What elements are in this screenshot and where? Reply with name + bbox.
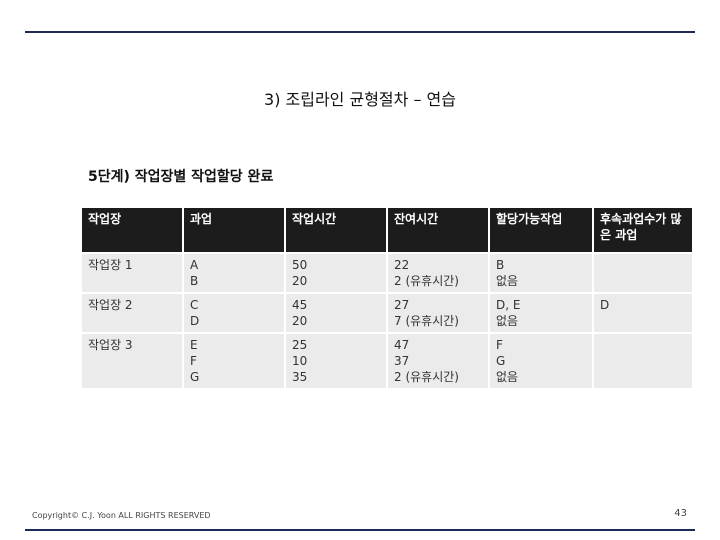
copyright: Copyright© C.J. Yoon ALL RIGHTS RESERVED <box>32 511 211 520</box>
cell-line: B <box>190 274 199 288</box>
table-cell <box>594 334 692 388</box>
bottom-rule <box>25 529 695 531</box>
cell-line: 25 <box>292 338 308 352</box>
header-cell: 작업장 <box>82 208 182 252</box>
cell-line: 27 <box>394 298 410 312</box>
cell-line: 없음 <box>496 314 519 328</box>
cell-line: 2 (유휴시간) <box>394 370 459 384</box>
cell-line: D <box>600 298 610 312</box>
header-cell: 작업시간 <box>286 208 386 252</box>
cell-line: 22 <box>394 258 410 272</box>
cell-line: 20 <box>292 314 308 328</box>
table-cell: D, E 없음 <box>490 294 592 332</box>
table-cell: 50 20 <box>286 254 386 292</box>
cell-line: 20 <box>292 274 308 288</box>
cell-line: 50 <box>292 258 308 272</box>
table-cell: B 없음 <box>490 254 592 292</box>
table-cell: F G 없음 <box>490 334 592 388</box>
header-row: 작업장 과업 작업시간 잔여시간 할당가능작업 후속과업수가 많은 과업 <box>82 208 692 252</box>
top-rule <box>25 31 695 33</box>
table-cell: 작업장 2 <box>82 294 182 332</box>
table-row: 작업장 1 A B 50 20 22 2 (유휴시간) B 없음 <box>82 254 692 292</box>
cell-line: C <box>190 298 199 312</box>
cell-line: 45 <box>292 298 308 312</box>
table-row: 작업장 2 C D 45 20 27 7 (유휴시간) D, E 없음 D <box>82 294 692 332</box>
cell-line: G <box>496 354 506 368</box>
cell-line: B <box>496 258 505 272</box>
cell-line: 작업장 1 <box>88 258 133 272</box>
header-cell: 과업 <box>184 208 284 252</box>
header-cell: 후속과업수가 많은 과업 <box>594 208 692 252</box>
cell-line: F <box>496 338 503 352</box>
table-row: 작업장 3 E F G 25 10 35 47 37 2 (유휴시간) F G 없음 <box>82 334 692 388</box>
section-heading: 5단계) 작업장별 작업할당 완료 <box>88 169 274 185</box>
cell-line: F <box>190 354 197 368</box>
cell-line: 작업장 3 <box>88 338 133 352</box>
cell-line: 7 (유휴시간) <box>394 314 459 328</box>
table-cell: 작업장 3 <box>82 334 182 388</box>
assignment-table: 작업장 과업 작업시간 잔여시간 할당가능작업 후속과업수가 많은 과업 작업장 1 A B 50… <box>80 206 694 390</box>
cell-line: 47 <box>394 338 410 352</box>
table-cell: 27 7 (유휴시간) <box>388 294 488 332</box>
cell-line: 없음 <box>496 274 519 288</box>
cell-line: D <box>190 314 200 328</box>
cell-line: E <box>190 338 198 352</box>
table-cell: 작업장 1 <box>82 254 182 292</box>
cell-line: 37 <box>394 354 410 368</box>
cell-line: 2 (유휴시간) <box>394 274 459 288</box>
cell-line: A <box>190 258 199 272</box>
slide-title: 3) 조립라인 균형절차 – 연습 <box>264 90 456 109</box>
page-number: 43 <box>674 508 687 519</box>
table-cell: D <box>594 294 692 332</box>
table-cell: 22 2 (유휴시간) <box>388 254 488 292</box>
table-cell: 47 37 2 (유휴시간) <box>388 334 488 388</box>
table-cell: 45 20 <box>286 294 386 332</box>
header-cell: 잔여시간 <box>388 208 488 252</box>
cell-line: D, E <box>496 298 521 312</box>
table-cell: 25 10 35 <box>286 334 386 388</box>
cell-line: 10 <box>292 354 308 368</box>
cell-line: G <box>190 370 200 384</box>
header-cell: 할당가능작업 <box>490 208 592 252</box>
cell-line: 작업장 2 <box>88 298 133 312</box>
cell-line: 35 <box>292 370 308 384</box>
cell-line: 없음 <box>496 370 519 384</box>
table-cell <box>594 254 692 292</box>
